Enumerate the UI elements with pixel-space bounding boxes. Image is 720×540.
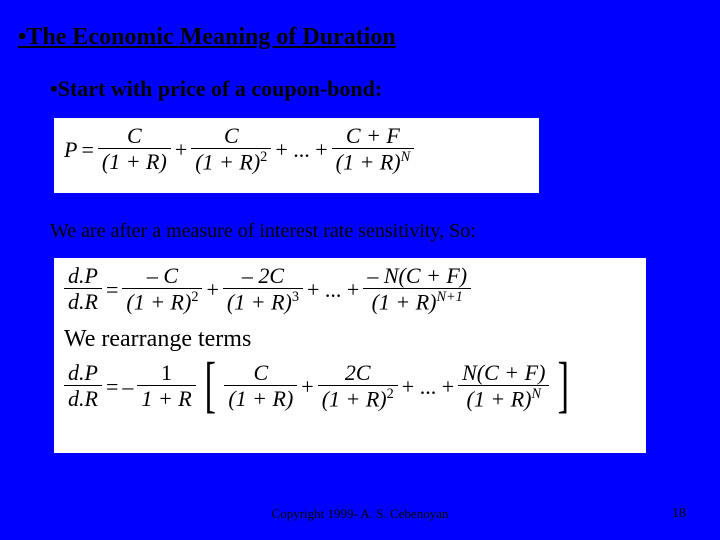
eq2-equals: =: [106, 277, 118, 303]
eq1-t1-num: C: [98, 124, 171, 148]
page-number: 18: [672, 506, 686, 522]
equation-3: d.P d.R = – 1 1 + R [ C (1 + R) + 2C (1 …: [62, 361, 638, 413]
equation-1: P = C (1 + R) + C (1 + R)2 + ... + C + F…: [62, 124, 531, 176]
slide-subheading: •Start with price of a coupon-bond:: [50, 76, 382, 102]
eq3-term2: 2C (1 + R)2: [318, 361, 398, 413]
eq1-ellipsis: + ... +: [275, 137, 327, 163]
eq1-t1-den: (1 + R): [98, 148, 171, 175]
eq1-term1: C (1 + R): [98, 124, 171, 176]
eq1-plus1: +: [175, 137, 187, 163]
eq3-lhs: d.P d.R: [64, 361, 102, 413]
eq2-ellipsis: + ... +: [307, 277, 359, 303]
eq1-equals: =: [81, 137, 93, 163]
eq2-plus1: +: [206, 277, 218, 303]
mid-sentence: We are after a measure of interest rate …: [50, 220, 476, 243]
copyright-footer: Copyright 1999- A. S. Cebenoyan: [0, 506, 720, 522]
eq3-equals: =: [106, 374, 118, 400]
eq3-plus1: +: [301, 374, 313, 400]
eq1-term2: C (1 + R)2: [191, 124, 271, 176]
eq3-neg: –: [122, 374, 133, 400]
eq2-termN: – N(C + F) (1 + R)N+1: [363, 264, 471, 316]
eq1-lhs: P: [64, 137, 77, 163]
equation-box-1: P = C (1 + R) + C (1 + R)2 + ... + C + F…: [54, 118, 539, 193]
eq1-tn-den: (1 + R)N: [332, 148, 414, 176]
eq3-coef: 1 1 + R: [137, 361, 195, 413]
slide-title: •The Economic Meaning of Duration: [18, 24, 396, 51]
eq3-term1: C (1 + R): [224, 361, 297, 413]
eq1-t2-num: C: [191, 124, 271, 148]
eq1-t2-den: (1 + R)2: [191, 148, 271, 176]
eq2-term1: – C (1 + R)2: [122, 264, 202, 316]
rearrange-text: We rearrange terms: [64, 326, 638, 353]
eq2-term2: – 2C (1 + R)3: [223, 264, 303, 316]
eq3-termN: N(C + F) (1 + R)N: [458, 361, 549, 413]
eq1-termN: C + F (1 + R)N: [332, 124, 414, 176]
equation-box-2: d.P d.R = – C (1 + R)2 + – 2C (1 + R)3 +…: [54, 258, 646, 453]
eq1-tn-num: C + F: [332, 124, 414, 148]
eq2-lhs: d.P d.R: [64, 264, 102, 316]
eq3-ellipsis: + ... +: [402, 374, 454, 400]
equation-2: d.P d.R = – C (1 + R)2 + – 2C (1 + R)3 +…: [62, 264, 638, 316]
